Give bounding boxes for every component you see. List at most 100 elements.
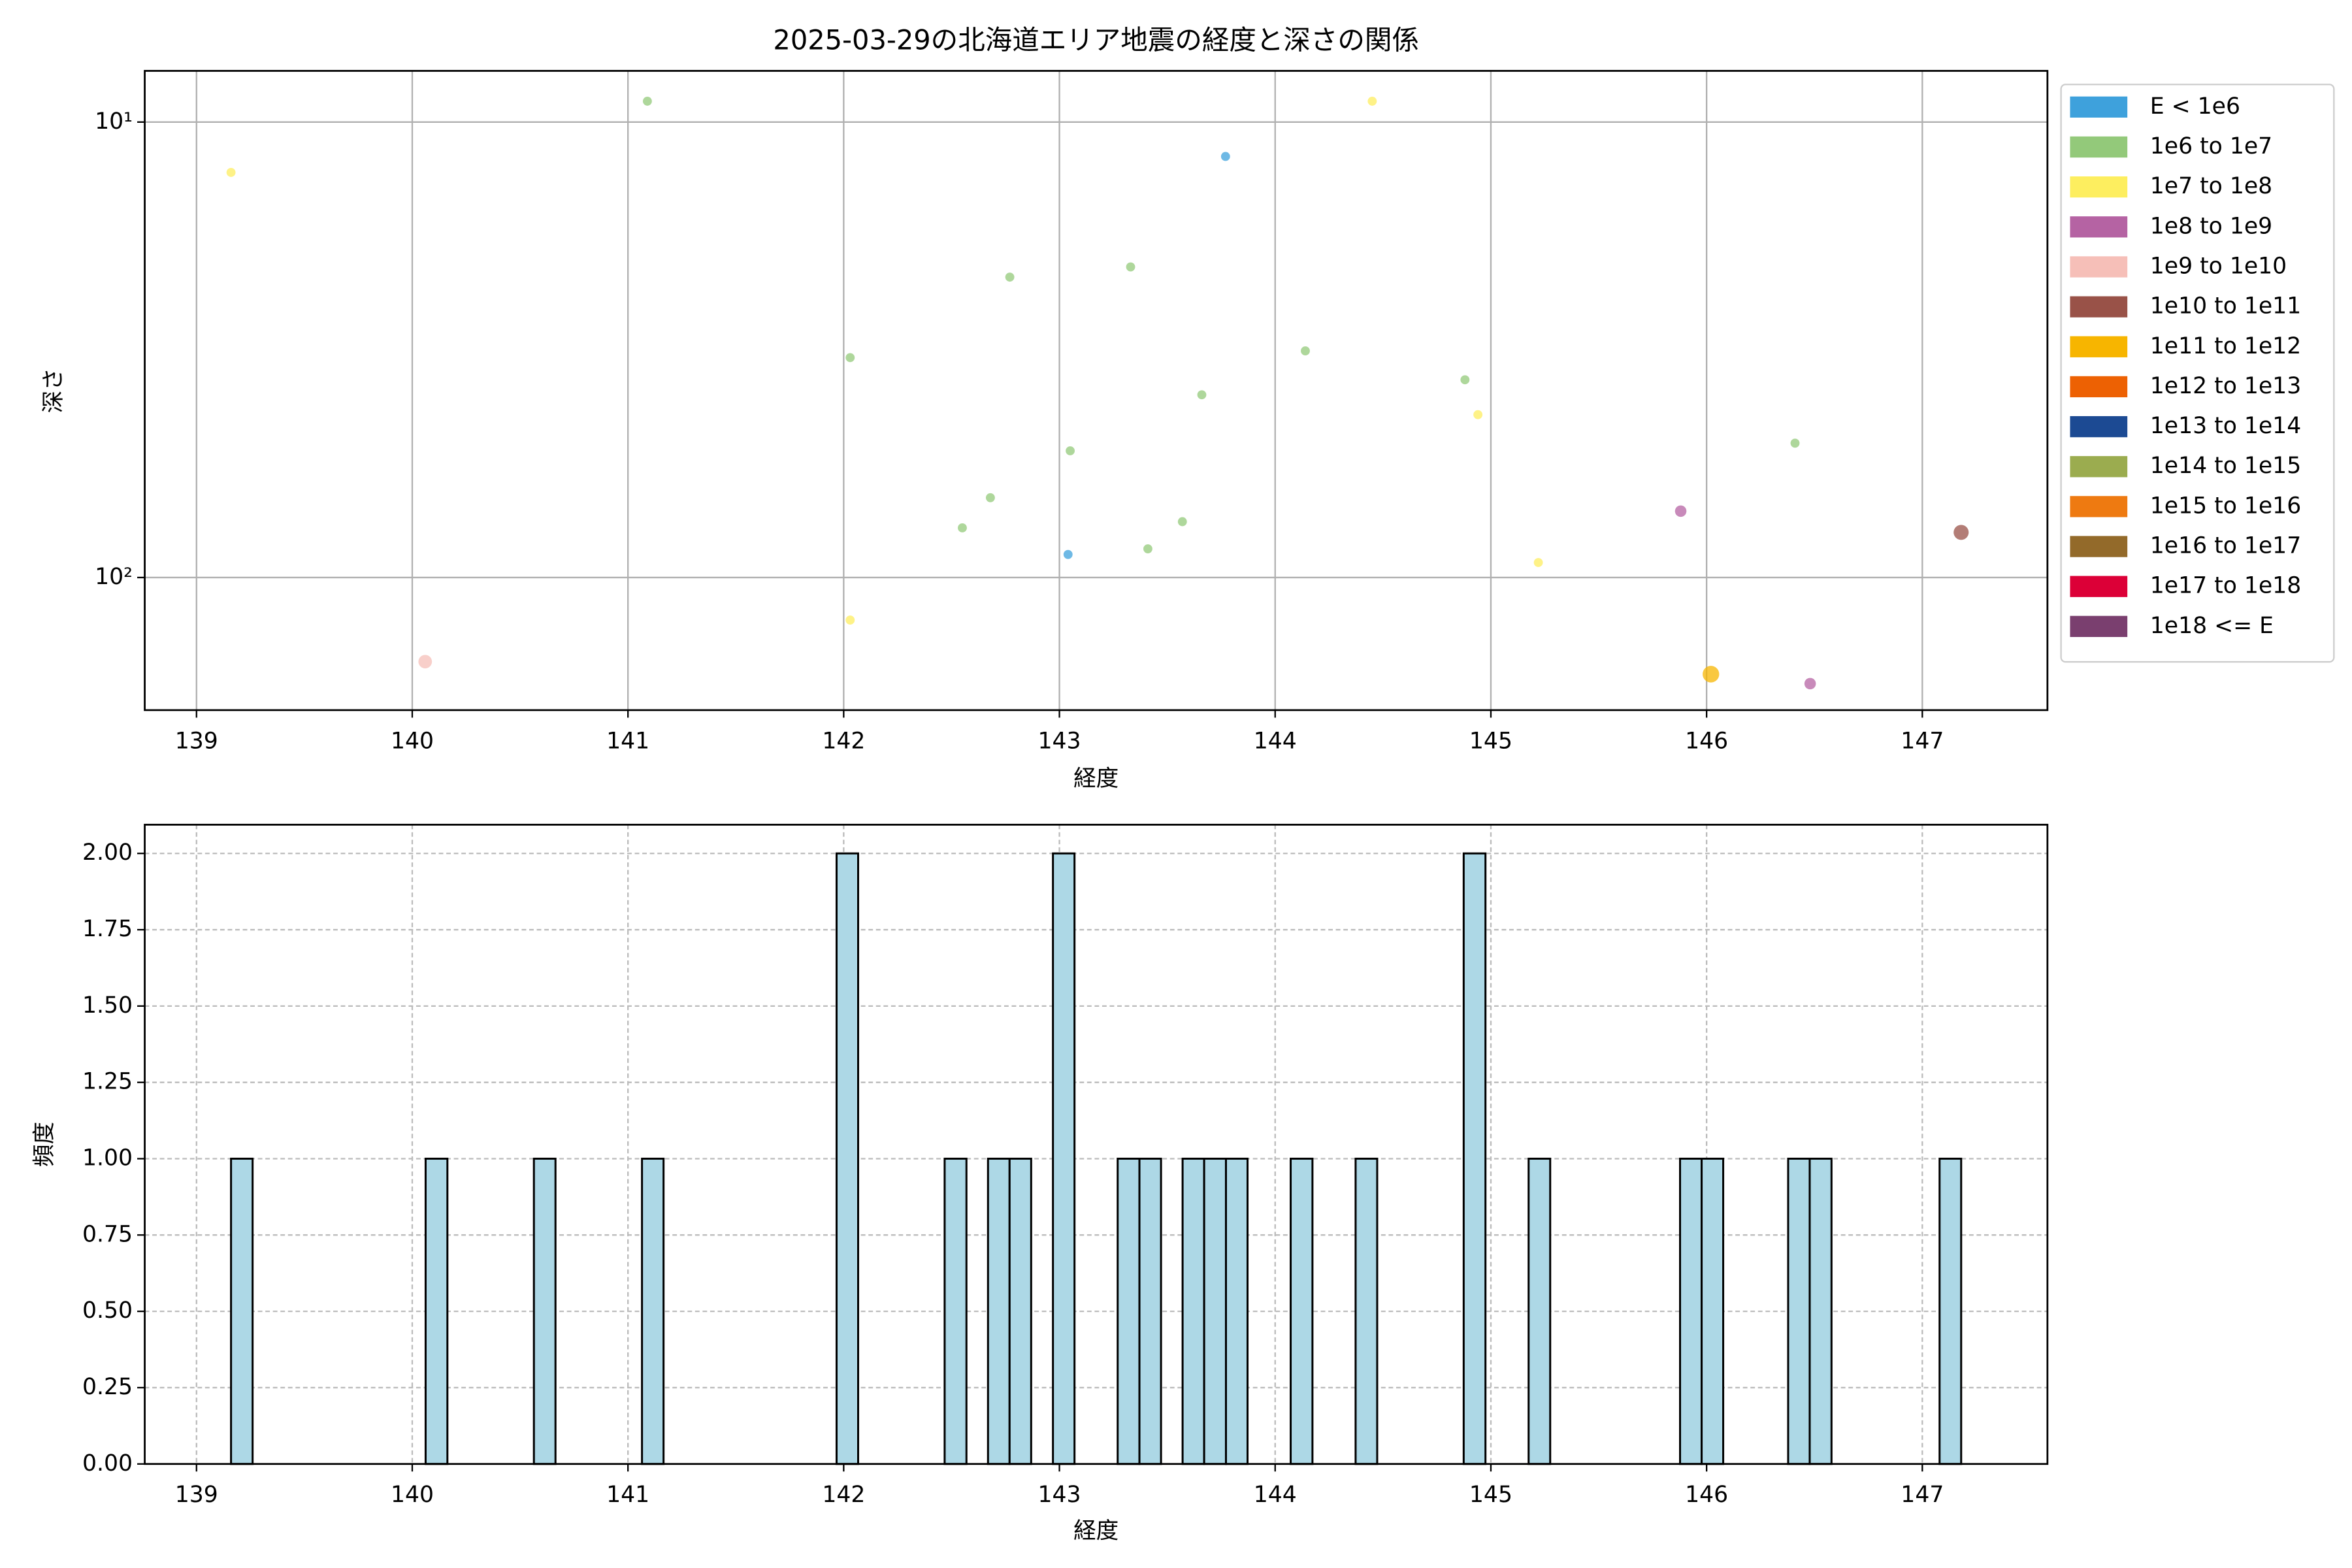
plot-frame xyxy=(144,823,2049,1465)
x-tick-label: 143 xyxy=(1038,728,1081,754)
scatter-point xyxy=(1367,96,1377,106)
y-tick-label: 1.00 xyxy=(82,1145,133,1171)
x-tick-label: 147 xyxy=(1901,1482,1944,1508)
histogram-bar xyxy=(1354,1158,1379,1465)
histogram-bar xyxy=(943,1158,968,1465)
histogram-bar xyxy=(1008,1158,1032,1465)
histogram-bar xyxy=(1701,1158,1725,1465)
histogram-bar xyxy=(230,1158,254,1465)
x-tick-label: 145 xyxy=(1469,1482,1512,1508)
scatter-point xyxy=(1953,525,1969,540)
legend-swatch xyxy=(2070,296,2128,318)
legend-label: 1e8 to 1e9 xyxy=(2150,213,2272,239)
legend-swatch xyxy=(2070,136,2128,158)
legend-swatch xyxy=(2070,615,2128,637)
x-tick-label: 144 xyxy=(1254,1482,1297,1508)
scatter-point xyxy=(1533,558,1543,567)
legend-label: 1e15 to 1e16 xyxy=(2150,493,2301,519)
y-tick-label: 1.75 xyxy=(82,916,133,942)
histogram-bar xyxy=(1679,1158,1703,1465)
scatter-point xyxy=(845,353,855,363)
chart-title: 2025-03-29の北海道エリア地震の経度と深さの関係 xyxy=(773,24,1419,56)
legend-label: 1e10 to 1e11 xyxy=(2150,293,2301,319)
legend-label: E < 1e6 xyxy=(2150,93,2240,120)
x-axis-label: 経度 xyxy=(1073,1518,1119,1544)
legend-label: 1e9 to 1e10 xyxy=(2150,253,2287,279)
histogram-bar xyxy=(1052,852,1076,1465)
legend-label: 1e6 to 1e7 xyxy=(2150,133,2272,159)
legend-swatch xyxy=(2070,256,2128,278)
legend-swatch xyxy=(2070,576,2128,597)
legend-label: 1e11 to 1e12 xyxy=(2150,333,2301,359)
scatter-point xyxy=(226,167,236,177)
histogram-bar xyxy=(641,1158,665,1465)
y-tick-label: 1.25 xyxy=(82,1069,133,1095)
histogram-bar xyxy=(835,852,859,1465)
scatter-point xyxy=(1177,517,1187,527)
histogram-bar xyxy=(532,1158,557,1465)
scatter-point xyxy=(1197,390,1207,400)
histogram-bar xyxy=(1203,1158,1227,1465)
legend-swatch xyxy=(2070,176,2128,198)
scatter-point xyxy=(985,493,995,502)
legend-label: 1e13 to 1e14 xyxy=(2150,413,2301,439)
scatter-point xyxy=(958,523,967,532)
scatter-point xyxy=(1473,410,1483,419)
histogram-bar xyxy=(424,1158,449,1465)
legend-swatch xyxy=(2070,336,2128,357)
histogram-bar xyxy=(1181,1158,1205,1465)
x-tick-label: 145 xyxy=(1469,728,1512,754)
legend-label: 1e17 to 1e18 xyxy=(2150,573,2301,599)
histogram-bar xyxy=(1138,1158,1162,1465)
scatter-point xyxy=(1460,375,1470,385)
x-tick-label: 147 xyxy=(1901,728,1944,754)
scatter-point xyxy=(1301,346,1310,355)
x-tick-label: 141 xyxy=(606,1482,649,1508)
scatter-point xyxy=(845,615,855,625)
scatter-point xyxy=(1804,678,1816,690)
scatter-point xyxy=(1703,666,1720,683)
histogram-bar xyxy=(1787,1158,1811,1465)
scatter-point xyxy=(1063,549,1073,559)
legend-swatch xyxy=(2070,216,2128,238)
scatter-point xyxy=(1220,152,1230,161)
histogram-bar xyxy=(1808,1158,1833,1465)
histogram-bar xyxy=(1938,1158,1963,1465)
legend-box xyxy=(2060,84,2335,663)
scatter-point xyxy=(1126,262,1135,272)
scatter-point xyxy=(1790,438,1800,448)
x-tick-label: 139 xyxy=(175,1482,218,1508)
legend-label: 1e12 to 1e13 xyxy=(2150,373,2301,399)
legend-label: 1e14 to 1e15 xyxy=(2150,453,2301,479)
x-tick-label: 143 xyxy=(1038,1482,1081,1508)
legend-label: 1e7 to 1e8 xyxy=(2150,173,2272,199)
y-tick-label: 0.25 xyxy=(82,1374,133,1400)
legend-label: 1e16 to 1e17 xyxy=(2150,533,2301,559)
scatter-point xyxy=(418,655,433,669)
x-tick-label: 144 xyxy=(1254,728,1297,754)
y-tick-label: 0.00 xyxy=(82,1450,133,1477)
histogram-bar xyxy=(1462,852,1487,1465)
y-tick-label: 2.00 xyxy=(82,840,133,866)
histogram-bar xyxy=(1117,1158,1141,1465)
scatter-point xyxy=(1066,446,1075,455)
y-tick-label: 1.50 xyxy=(82,992,133,1019)
y-axis-label: 頻度 xyxy=(31,1122,57,1167)
x-tick-label: 142 xyxy=(822,728,865,754)
y-tick-label: 0.75 xyxy=(82,1221,133,1247)
x-tick-label: 139 xyxy=(175,728,218,754)
y-tick-label: 0.50 xyxy=(82,1298,133,1324)
scatter-point xyxy=(1005,272,1015,282)
x-tick-label: 142 xyxy=(822,1482,865,1508)
x-tick-label: 140 xyxy=(391,1482,434,1508)
plot-frame xyxy=(144,70,2049,711)
y-tick-label: 10¹ xyxy=(95,108,133,135)
legend-swatch xyxy=(2070,96,2128,118)
histogram-bar xyxy=(987,1158,1011,1465)
histogram-bar xyxy=(1527,1158,1552,1465)
x-tick-label: 146 xyxy=(1685,1482,1728,1508)
x-tick-label: 140 xyxy=(391,728,434,754)
